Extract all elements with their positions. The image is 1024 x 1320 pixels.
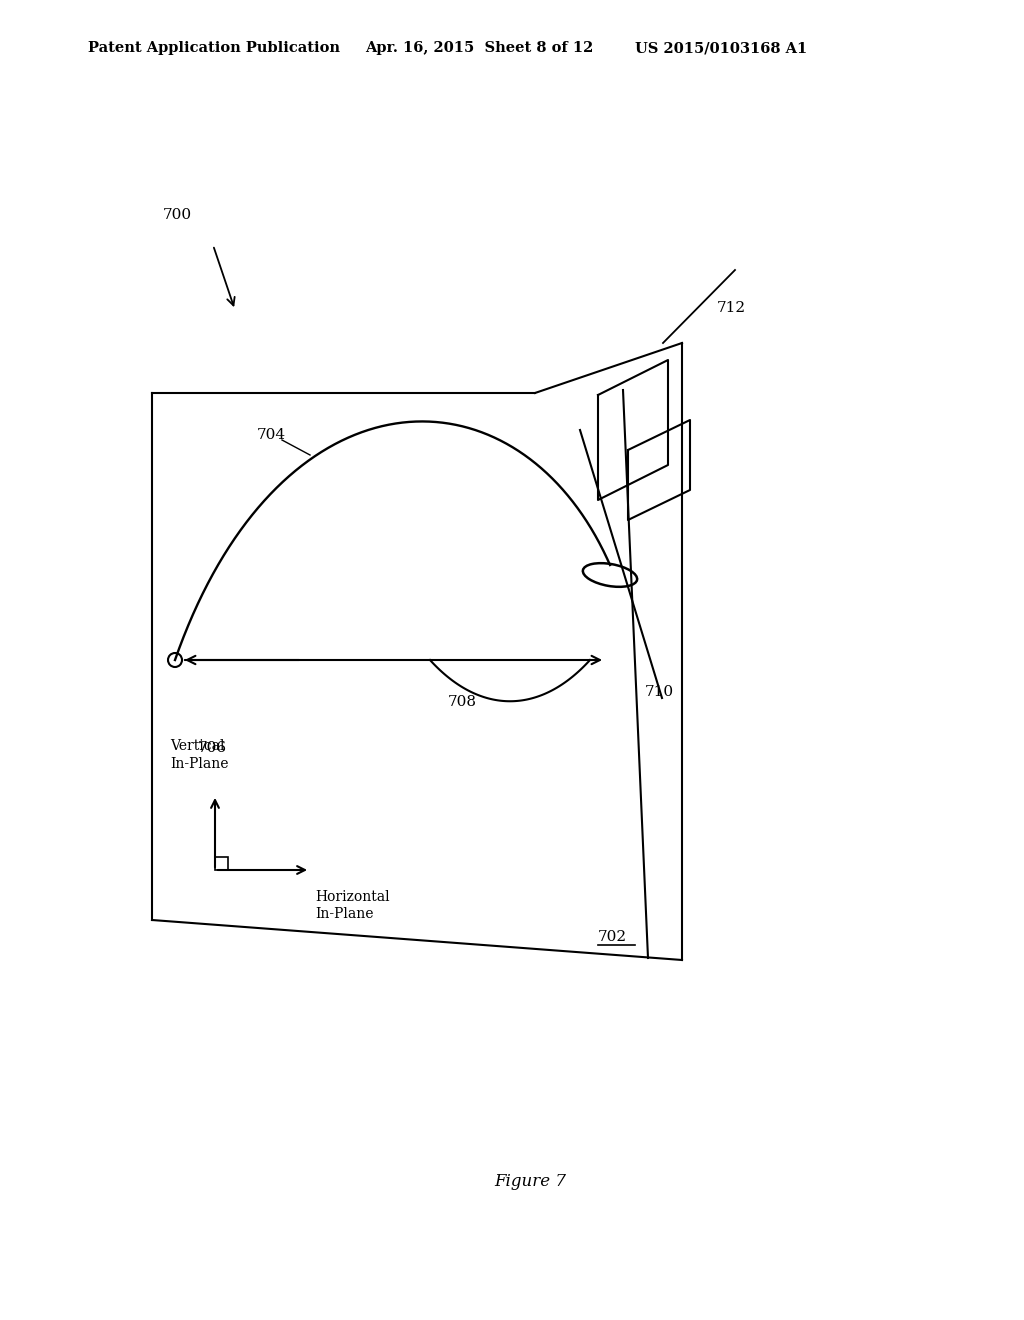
Text: 704: 704 (257, 428, 286, 442)
Text: US 2015/0103168 A1: US 2015/0103168 A1 (635, 41, 807, 55)
Text: 710: 710 (645, 685, 674, 700)
Text: 702: 702 (598, 931, 627, 944)
Text: Horizontal
In-Plane: Horizontal In-Plane (315, 890, 389, 921)
Text: 712: 712 (717, 301, 746, 315)
Text: 700: 700 (163, 209, 193, 222)
Text: Vertical
In-Plane: Vertical In-Plane (170, 739, 228, 771)
Text: Patent Application Publication: Patent Application Publication (88, 41, 340, 55)
Text: 708: 708 (449, 696, 477, 709)
Text: 706: 706 (198, 741, 227, 755)
Text: Figure 7: Figure 7 (494, 1173, 566, 1191)
Text: Apr. 16, 2015  Sheet 8 of 12: Apr. 16, 2015 Sheet 8 of 12 (365, 41, 593, 55)
